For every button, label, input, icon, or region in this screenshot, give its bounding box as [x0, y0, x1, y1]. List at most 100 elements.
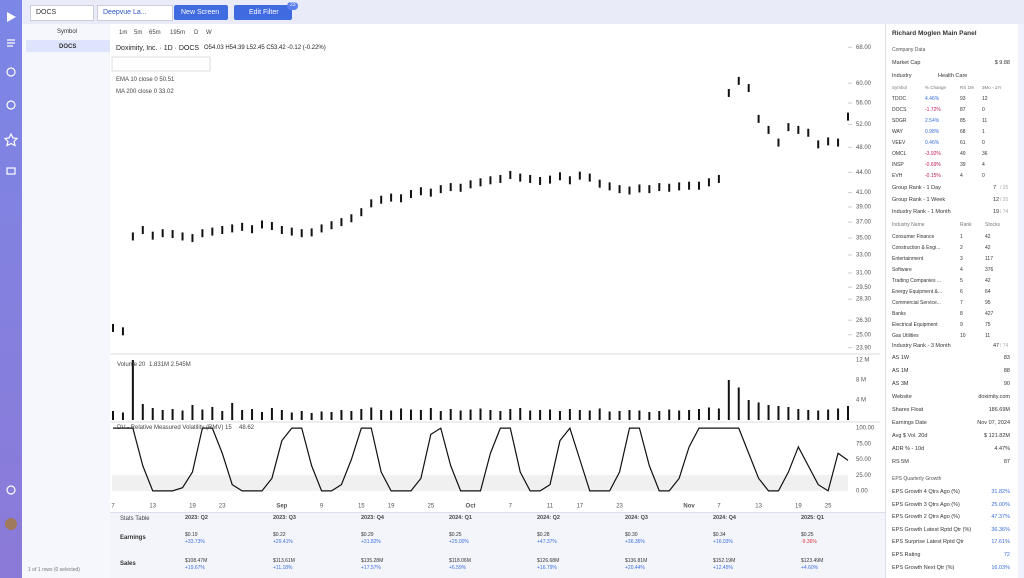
peer-cell: 61 — [960, 140, 966, 146]
peer-cell: TDOC — [892, 96, 907, 102]
price-bar — [807, 128, 810, 137]
tab[interactable] — [97, 5, 173, 21]
volume-bar — [320, 411, 323, 420]
industry-cell: Electrical Equipment — [892, 322, 938, 328]
label: Industry Rank - 3 Month — [892, 343, 951, 349]
volume-bar — [280, 410, 283, 420]
price-bar — [310, 228, 313, 237]
cell-change: +25.00% — [449, 539, 469, 545]
cell-value: $126.68M — [537, 558, 560, 564]
x-tick-label: 9 — [320, 504, 324, 510]
cell-change: +16.03% — [713, 539, 733, 545]
peer-cell: 93 — [960, 96, 966, 102]
label: / 25 — [1000, 185, 1009, 191]
volume-bar — [807, 410, 810, 420]
volume-bar — [231, 403, 234, 420]
y-tick-label: 28.30 — [856, 297, 872, 303]
volume-bar — [648, 412, 651, 420]
quarter: 2024: Q2 — [537, 515, 560, 521]
price-bar — [499, 174, 502, 183]
price-bar — [141, 225, 144, 234]
volume-bar — [161, 410, 164, 420]
price-bar — [479, 178, 482, 187]
row-label: Earnings — [120, 535, 146, 541]
label: Nov 07, 2024 — [977, 420, 1010, 426]
label: 4.47% — [994, 446, 1010, 452]
label: 47.37% — [991, 514, 1010, 521]
y-tick-label: 56.00 — [856, 101, 872, 107]
volume-bar — [221, 411, 224, 420]
volume-bar — [191, 405, 194, 420]
volume-bar — [131, 360, 134, 420]
cell-change: +29.41% — [273, 539, 293, 545]
volume-bar — [112, 411, 114, 420]
x-tick-label: 7 — [111, 504, 115, 510]
price-bar — [151, 231, 154, 240]
volume-bar — [688, 410, 691, 420]
row-label: Sales — [120, 561, 136, 567]
peer-cell: 0 — [982, 107, 985, 113]
label: 19 — [993, 209, 1000, 215]
badge-text: 23 — [290, 2, 296, 8]
column-header: 3Mo - 1Yr — [982, 85, 1002, 90]
y-tick-label: 12 M — [856, 358, 869, 364]
volume-bar — [400, 408, 403, 420]
edit-filter-button[interactable] — [234, 5, 292, 20]
volume-bar — [270, 408, 273, 420]
label: Group Rank - 1 Week — [892, 197, 946, 203]
chart-area — [110, 24, 885, 512]
cell-change: +6.59% — [449, 565, 467, 571]
column-header: % Change — [925, 85, 947, 90]
label: AS 3M — [892, 381, 909, 387]
cell-value: $136.81M — [625, 558, 648, 564]
symbol-input[interactable] — [30, 5, 94, 21]
price-bar — [549, 175, 552, 184]
industry-cell: 2 — [960, 245, 963, 251]
volume-bar — [479, 408, 482, 420]
price-bar — [827, 137, 830, 146]
price-bar — [251, 225, 254, 234]
price-bar — [350, 214, 353, 223]
y-tick-label: 48.00 — [856, 145, 872, 151]
cell-value: $0.29 — [361, 532, 374, 538]
table-title: Stats Table — [120, 516, 150, 522]
label: 72 — [1003, 552, 1010, 558]
volume-bar — [707, 407, 710, 420]
timeframe: 65m — [149, 30, 161, 36]
peer-cell: 39 — [960, 162, 966, 168]
industry-cell: Energy Equipment &... — [892, 289, 943, 295]
watchlist-row[interactable] — [26, 40, 110, 52]
industry-cell: 8 — [960, 311, 963, 317]
label: 1 of 1 rows (0 selected) — [28, 567, 80, 573]
cell-change: -9.36% — [801, 539, 817, 545]
cell-change: +33.73% — [185, 539, 205, 545]
price-bar — [598, 179, 601, 188]
x-tick-label: 25 — [427, 504, 434, 510]
label: 47 — [993, 343, 1000, 349]
label: EPS Growth Next Qtr (%) — [892, 564, 955, 571]
industry-cell: 6 — [960, 289, 963, 295]
peer-cell: -0.15% — [925, 173, 941, 179]
x-tick-label: Nov — [683, 504, 695, 510]
symbol-input-text: DOCS — [36, 9, 57, 16]
price-bar — [727, 88, 730, 97]
label: 90 — [1003, 381, 1010, 387]
industry-cell: 42 — [985, 245, 991, 251]
price-bar — [360, 208, 363, 217]
volume-bar — [658, 411, 661, 420]
x-tick-label: 19 — [795, 504, 802, 510]
y-tick-label: 29.50 — [856, 285, 872, 291]
price-bar — [797, 125, 800, 134]
peer-cell: -0.69% — [925, 162, 941, 168]
volume-bar — [330, 412, 333, 420]
cell-value: $0.25 — [449, 532, 462, 538]
cell-value: $0.19 — [185, 532, 198, 538]
new-screen-button[interactable] — [174, 5, 228, 20]
volume-bar — [419, 410, 422, 420]
peer-cell: 49 — [960, 151, 966, 157]
volume-bar — [757, 402, 760, 420]
sidebar-icons — [3, 12, 19, 530]
volume-bar — [360, 409, 363, 420]
price-bar — [400, 194, 403, 203]
label: EPS Growth 2 Qtrs Ago (%) — [892, 514, 960, 521]
